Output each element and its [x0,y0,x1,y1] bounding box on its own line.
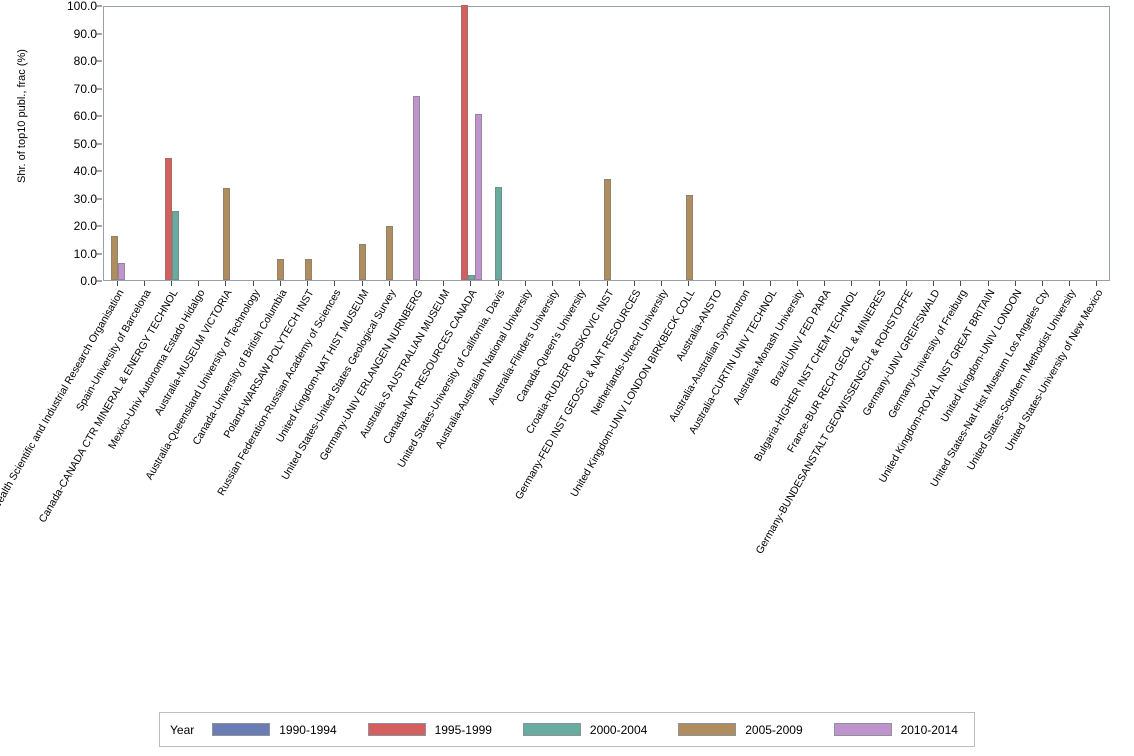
legend-color-swatch [367,723,426,736]
x-axis-tick-mark [960,281,962,286]
y-axis-tick-label: 90.0 [73,26,97,41]
y-axis: 0.0 10.0 20.0 30.0 40.0 50.0 60.0 70.0 80.0 90.0 1… [0,0,103,290]
bar [460,5,468,280]
y-axis-tick-label: 10.0 [73,246,97,261]
legend-entry[interactable]: 1995-1999 [367,722,492,737]
bar [165,157,173,280]
x-axis-tick-label-text: Australia-Commonwealth Scientific and In… [0,287,127,587]
legend-entry[interactable]: 2010-2014 [833,722,958,737]
bar [110,235,118,280]
x-axis-tick-mark [415,281,417,286]
bar [386,225,394,280]
legend-items: 1990-1994 1995-1999 2000-2004 2005-2009 2010… [212,723,964,737]
legend-title: Year [170,722,195,737]
x-axis-tick-mark [715,281,717,286]
legend-entry[interactable]: 1990-1994 [212,722,337,737]
x-axis-tick-mark [1069,281,1071,286]
y-axis-tick-mark [96,280,102,282]
y-axis-tick-label: 20.0 [73,219,97,233]
legend-label: 2005-2009 [745,722,803,737]
bar [474,113,482,280]
y-axis-tick-label: 50.0 [73,136,97,151]
y-axis-tick-mark [96,88,102,89]
x-axis-tick-mark [933,281,935,286]
bar [413,95,421,280]
bar [359,243,367,280]
x-axis-tick-mark [116,281,118,286]
x-axis-tick-mark [497,281,499,286]
y-axis-tick-mark [96,33,102,34]
plot-area [103,5,1110,281]
bar [467,274,475,280]
y-axis-tick-mark [96,115,102,117]
legend-entry[interactable]: 2005-2009 [678,722,803,737]
x-axis-tick-mark [443,281,445,286]
y-axis-tick-mark [96,143,102,144]
legend-entry[interactable]: 2000-2004 [522,722,648,737]
y-axis-tick-label: 0.0 [80,274,97,288]
x-axis-tick-mark [769,281,771,286]
y-axis-tick-mark [96,5,102,7]
legend-color-swatch [212,723,271,736]
bar [495,187,503,280]
y-axis-tick-mark [96,198,102,199]
x-axis-tick-mark [1014,281,1016,286]
x-axis-tick-mark [225,281,227,286]
x-axis-tick-mark [171,281,173,286]
x-axis-tick-mark [606,281,608,286]
x-axis-tick-mark [851,281,853,286]
x-axis-tick-mark [987,281,989,286]
y-axis-tick-mark [96,225,102,227]
x-axis-tick-mark [1041,281,1043,286]
bar [304,258,312,280]
legend-label: 1995-1999 [434,722,492,737]
bar-group [104,5,1109,280]
bar [685,194,693,280]
x-axis-tick-label: Australia-Commonwealth Scientific and In… [0,288,126,587]
x-axis-tick-mark [742,281,744,286]
legend-color-swatch [522,723,581,736]
x-axis-tick-mark [688,281,690,286]
x-axis-tick-mark [361,281,363,286]
legend-color-swatch [678,723,737,736]
bar [604,178,611,280]
x-axis-tick-mark [579,281,581,286]
x-axis-tick-mark [143,281,145,286]
legend-label: 2010-2014 [900,722,958,737]
y-axis-tick-mark [96,170,102,172]
legend-color-swatch [833,723,892,736]
x-axis-tick-mark [470,281,472,286]
bar [277,258,285,280]
y-axis-tick-label: 60.0 [73,109,97,123]
x-axis-tick-mark [824,281,826,286]
x-axis-tick-mark [878,281,880,286]
legend-label: 2000-2004 [589,722,648,737]
legend-label: 1990-1994 [279,722,337,737]
y-axis-tick-label: 70.0 [73,81,97,96]
y-axis-tick-label: 40.0 [73,164,97,178]
x-axis-tick-mark [307,281,309,286]
y-axis-tick-label: 100.0 [66,0,97,13]
x-axis-tick-mark [905,281,907,286]
x-axis-tick-mark [388,281,390,286]
bar [172,211,180,280]
y-axis-tick-label: 30.0 [73,191,97,206]
x-axis-tick-mark [334,281,336,286]
y-axis-tick-mark [96,60,102,62]
x-axis-tick-mark [198,281,200,286]
y-axis-tick-mark [96,253,102,254]
x-axis-tick-mark [660,281,662,286]
y-axis-tick-label: 80.0 [73,54,97,68]
bar [222,188,230,280]
chart-legend: Year 1990-1994 1995-1999 2000-2004 2005-200… [159,712,975,747]
x-axis-tick-mark [524,281,526,286]
x-axis-tick-mark [797,281,798,286]
bar [117,262,125,280]
x-axis-tick-mark [279,281,281,286]
x-axis-tick-mark [552,281,554,286]
x-axis-tick-mark [1096,281,1098,286]
x-axis-tick-mark [252,281,254,286]
x-axis-tick-mark [633,281,635,286]
